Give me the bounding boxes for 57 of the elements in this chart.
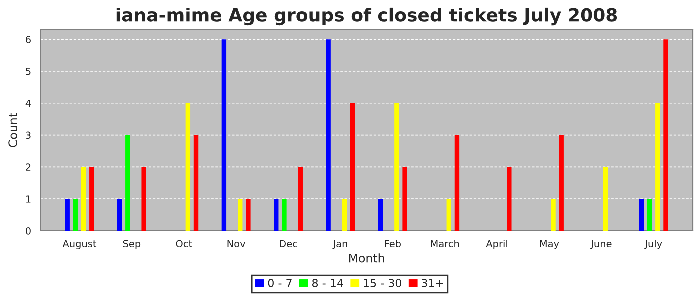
bar	[350, 103, 356, 231]
legend-label: 15 - 30	[364, 279, 402, 288]
bar	[81, 167, 86, 231]
chart-title: iana-mime Age groups of closed tickets July 2008	[116, 8, 618, 26]
bar	[194, 135, 199, 231]
y-tick-label: 5	[26, 68, 31, 76]
x-tick-label: June	[590, 240, 612, 250]
bar	[402, 167, 408, 231]
bar	[454, 135, 460, 231]
x-tick-label: Oct	[176, 240, 192, 248]
legend-label: 0 - 7	[268, 279, 292, 288]
bar	[73, 199, 78, 231]
legend-label: 31+	[422, 279, 444, 288]
x-tick-label: May	[540, 240, 560, 250]
bar	[246, 199, 251, 231]
x-tick-label: Dec	[280, 240, 298, 248]
bar	[603, 167, 608, 231]
y-tick-label: 4	[26, 100, 32, 108]
bar	[126, 135, 130, 231]
bar	[238, 199, 243, 231]
x-tick-label: Jan	[332, 240, 348, 250]
x-tick-label: August	[62, 240, 97, 250]
y-tick-label: 2	[26, 164, 31, 171]
bar	[656, 103, 660, 231]
x-tick-label: Nov	[228, 240, 246, 248]
bar	[378, 199, 384, 231]
bar	[222, 40, 227, 231]
bar	[186, 103, 191, 231]
bar	[551, 199, 556, 231]
y-tick-label: 3	[26, 132, 31, 140]
x-tick-label: Feb	[385, 240, 401, 248]
y-tick-label: 6	[26, 36, 31, 44]
bar	[298, 167, 303, 231]
bar	[664, 40, 668, 231]
bar	[65, 199, 70, 231]
y-axis-title: Count	[8, 113, 18, 148]
x-tick-label: July	[644, 240, 662, 250]
x-tick-label: Sep	[123, 240, 141, 250]
bar	[446, 199, 452, 231]
legend-label: 8 - 14	[312, 279, 344, 288]
bar	[142, 167, 146, 231]
bar	[282, 199, 287, 231]
bar	[90, 167, 94, 231]
bar	[639, 199, 644, 231]
y-tick-label: 1	[26, 196, 31, 203]
bar	[326, 40, 331, 231]
y-tick-label: 0	[26, 227, 31, 235]
bar	[647, 199, 652, 231]
bar	[559, 135, 564, 231]
x-axis-title: Month	[349, 254, 384, 263]
bar	[394, 103, 400, 231]
bar	[274, 199, 279, 231]
bar	[507, 167, 512, 231]
x-tick-label: April	[486, 240, 508, 250]
bar	[342, 199, 348, 231]
bar	[117, 199, 122, 231]
x-tick-label: March	[431, 240, 460, 248]
